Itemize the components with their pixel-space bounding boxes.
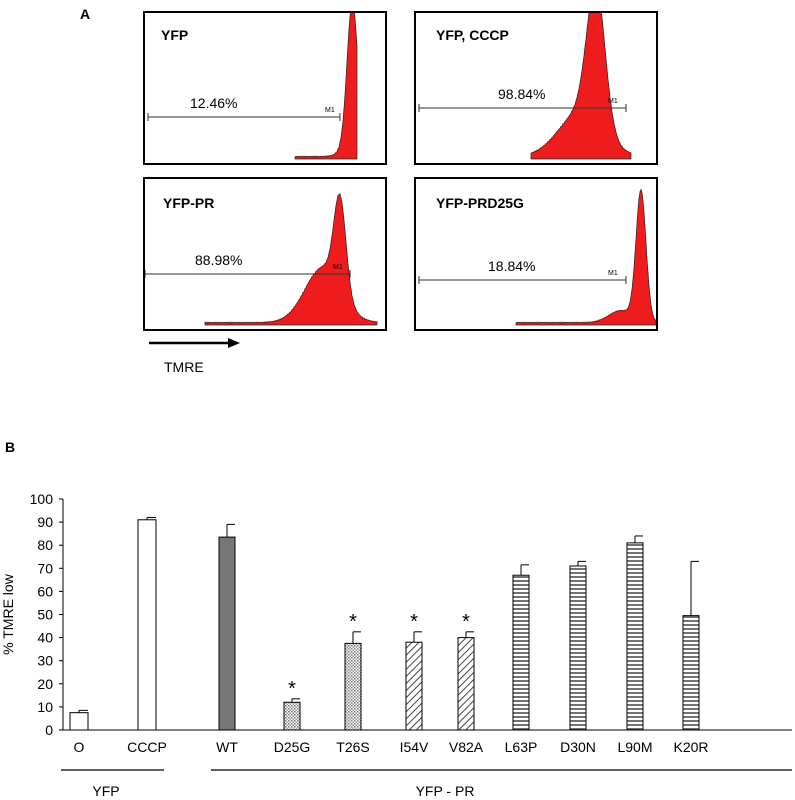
gate-marker-label: M1 [325,107,335,114]
histogram-yfp-prd25g: 18.84% M1 YFP-PRD25G [414,177,658,331]
y-tick-label: 100 [30,491,54,507]
histogram-peak [204,193,378,326]
x-tick-label: CCCP [127,739,167,755]
bar [137,519,157,731]
gate-percentage: 98.84% [498,86,545,102]
bar [626,542,644,731]
y-tick-label: 10 [37,699,53,715]
y-tick-label: 50 [37,607,53,623]
bar [569,565,587,731]
gate-marker-label: M1 [333,264,343,271]
significance-marker: * [349,611,357,633]
y-tick-label: 60 [37,583,53,599]
significance-marker: * [462,611,470,633]
y-tick-label: 0 [45,722,53,738]
y-tick-label: 20 [37,676,53,692]
gate-marker-label: M1 [608,270,618,277]
histogram-peak [530,13,632,160]
bar [283,701,301,731]
gate-percentage: 12.46% [190,95,237,111]
x-tick-label: T26S [336,739,369,755]
bar [682,615,700,731]
bar [457,637,475,731]
bar [218,536,236,731]
y-tick-label: 30 [37,653,53,669]
histogram-title: YFP-PR [163,195,215,211]
x-tick-label: L63P [505,739,538,755]
bar [405,641,423,731]
x-tick-label: WT [216,739,238,755]
bar [344,642,362,731]
panel-b-letter: B [5,439,16,455]
x-tick-label: D30N [560,739,596,755]
significance-marker: * [410,611,418,633]
y-tick-label: 40 [37,630,53,646]
y-tick-label: 80 [37,537,53,553]
gate-percentage: 88.98% [195,252,242,268]
histogram-peak [294,13,358,160]
x-tick-label: V82A [449,739,484,755]
group-label: YFP - PR [416,783,475,799]
group-label: YFP [92,783,119,799]
x-tick-label: K20R [673,739,708,755]
x-tick-label: I54V [400,739,429,755]
histogram-yfp-pr: 88.98% M1 YFP-PR [143,177,387,331]
y-tick-label: 90 [37,514,53,530]
histogram-yfp: 12.46% M1 YFP [143,11,387,165]
histogram-peak [515,188,656,326]
x-tick-label: L90M [617,739,652,755]
histogram-yfp-cccp: 98.84% M1 YFP, CCCP [414,11,658,165]
gate-marker-label: M1 [608,98,618,105]
x-tick-label: D25G [274,739,311,755]
histogram-title: YFP [161,27,189,43]
x-tick-label: O [74,739,85,755]
y-tick-label: 70 [37,560,53,576]
histogram-title: YFP-PRD25G [436,195,524,211]
histogram-title: YFP, CCCP [436,27,509,43]
gate-percentage: 18.84% [488,258,535,274]
significance-marker: * [288,678,296,700]
y-axis-label: % TMRE low [0,573,16,655]
tmre-axis-label: TMRE [164,359,204,375]
panel-a-letter: A [80,6,91,22]
bar [69,712,89,731]
bar [512,574,530,731]
